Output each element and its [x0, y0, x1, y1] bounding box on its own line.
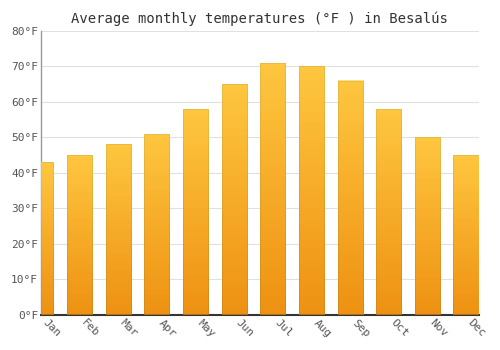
Bar [376, 109, 402, 315]
Bar [299, 66, 324, 315]
Bar [183, 109, 208, 315]
Bar [144, 134, 170, 315]
Bar [454, 155, 478, 315]
Bar [415, 137, 440, 315]
Bar [67, 155, 92, 315]
Bar [28, 162, 54, 315]
Bar [338, 80, 362, 315]
Bar [106, 145, 131, 315]
Title: Average monthly temperatures (°F ) in Besalús: Average monthly temperatures (°F ) in Be… [72, 11, 448, 26]
Bar [260, 63, 285, 315]
Bar [222, 84, 246, 315]
